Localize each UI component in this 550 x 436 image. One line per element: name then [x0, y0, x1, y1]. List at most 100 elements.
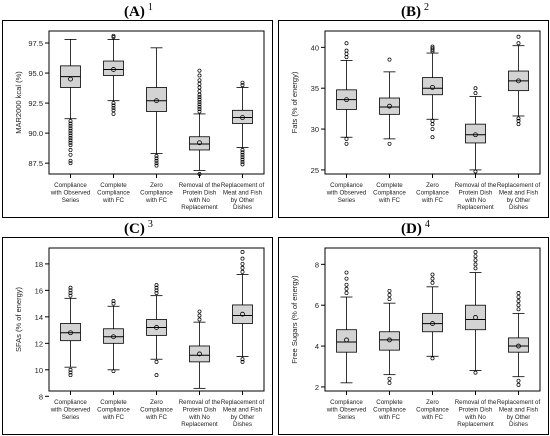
outlier-point	[516, 307, 521, 312]
outlier-point	[197, 95, 202, 100]
outlier-point	[154, 161, 159, 166]
y-tick-label: 40	[311, 43, 319, 52]
box-plot	[189, 309, 210, 389]
outlier-point	[68, 133, 73, 138]
panel-b: (B) 2 25 30 35 40 Fats (% of energy) Complianc…	[275, 0, 550, 218]
mean-marker	[68, 76, 73, 82]
outlier-point	[240, 357, 245, 362]
outlier-point	[154, 163, 159, 168]
x-tick-label: Zero Compliance with FC	[140, 399, 173, 421]
outlier-point	[68, 128, 73, 133]
x-tick-label: Compliance with Observed Series	[50, 182, 91, 204]
x-tick-label: Complete Compliance with FC	[373, 182, 406, 204]
outlier-point	[68, 126, 73, 131]
outlier-point	[516, 303, 521, 308]
outlier-point	[197, 68, 202, 73]
outlier-point	[430, 122, 435, 127]
panel-b-marker: 2	[424, 2, 429, 13]
outlier-point	[154, 288, 159, 293]
outlier-point	[197, 78, 202, 83]
outlier-point	[68, 140, 73, 145]
outlier-point	[344, 41, 349, 46]
y-tick-label: 10	[35, 366, 43, 375]
outlier-point	[197, 85, 202, 90]
outlier-point	[473, 370, 478, 375]
box-plot	[103, 33, 124, 116]
x-tick-label: Compliance with Observed Series	[326, 182, 367, 204]
x-tick-label: Replacement of Meat and Fish by Other Dishe…	[497, 399, 541, 428]
outlier-point	[430, 356, 435, 361]
box-iqr	[422, 312, 443, 333]
y-tick-label: 18	[35, 260, 43, 269]
box-plot	[232, 80, 253, 167]
outlier-point	[473, 91, 478, 96]
mean-marker	[344, 97, 349, 103]
outlier-point	[68, 370, 73, 375]
outlier-point	[197, 89, 202, 94]
outlier-point	[387, 288, 392, 293]
outlier-point	[387, 376, 392, 381]
y-tick-label: 12	[35, 339, 43, 348]
outlier-point	[344, 51, 349, 56]
outlier-point	[197, 81, 202, 86]
panel-b-title: (B) 2	[401, 2, 429, 21]
panel-c-letter: (C)	[124, 221, 145, 237]
y-tick-label: 87.5	[28, 159, 43, 168]
y-tick-label: 90.0	[28, 129, 43, 138]
outlier-point	[430, 276, 435, 281]
box-plot	[422, 272, 443, 361]
outlier-point	[240, 80, 245, 85]
y-tick-label: 2	[315, 383, 319, 392]
outlier-point	[516, 122, 521, 127]
outlier-point	[240, 150, 245, 155]
panel-a-title: (A) 1	[124, 2, 153, 21]
box-plot	[508, 34, 529, 127]
outlier-point	[197, 102, 202, 107]
outlier-point	[154, 154, 159, 158]
outlier-point	[68, 148, 73, 152]
outlier-point	[240, 152, 245, 157]
outlier-point	[516, 382, 521, 387]
outlier-point	[516, 116, 521, 121]
outlier-point	[240, 160, 245, 164]
outlier-point	[240, 148, 245, 152]
outlier-point	[473, 86, 478, 91]
outlier-point	[240, 157, 245, 162]
mean-marker	[154, 325, 159, 330]
box-plot	[336, 270, 357, 384]
outlier-point	[430, 127, 435, 132]
panel-d-letter: (D)	[401, 221, 422, 237]
outlier-point	[344, 286, 349, 291]
outlier-point	[344, 48, 349, 53]
outlier-point	[68, 285, 73, 290]
box-iqr	[508, 337, 529, 353]
mean-marker	[387, 103, 392, 109]
outlier-point	[68, 138, 73, 143]
outlier-point	[154, 285, 159, 290]
box-plot	[336, 41, 357, 146]
outlier-point	[473, 169, 478, 174]
outlier-point	[516, 290, 521, 295]
box-plot	[422, 44, 443, 140]
box-iqr	[60, 323, 81, 342]
mean-marker	[111, 67, 116, 72]
box-plot	[379, 288, 400, 385]
y-tick-label: 97.5	[28, 39, 43, 48]
outlier-point	[68, 121, 73, 126]
box-iqr	[189, 345, 210, 363]
y-tick-label: 35	[311, 84, 319, 93]
outlier-point	[387, 57, 392, 62]
outlier-point	[516, 299, 521, 304]
outlier-point	[68, 291, 73, 295]
box-plot	[146, 283, 167, 378]
mean-marker	[197, 351, 202, 357]
outlier-point	[430, 46, 435, 51]
panel-b-frame	[278, 20, 549, 218]
box-iqr	[422, 77, 443, 96]
x-tick-label: Compliance with Observed Series	[50, 399, 91, 421]
chart-c-svg: 8 10 12 14 16 18 SFAs (% of energy) Compliance w…	[14, 247, 265, 428]
outlier-point	[68, 293, 73, 298]
box-plot	[146, 47, 167, 168]
y-tick-label: 92.5	[28, 99, 43, 108]
outlier-point	[154, 156, 159, 161]
